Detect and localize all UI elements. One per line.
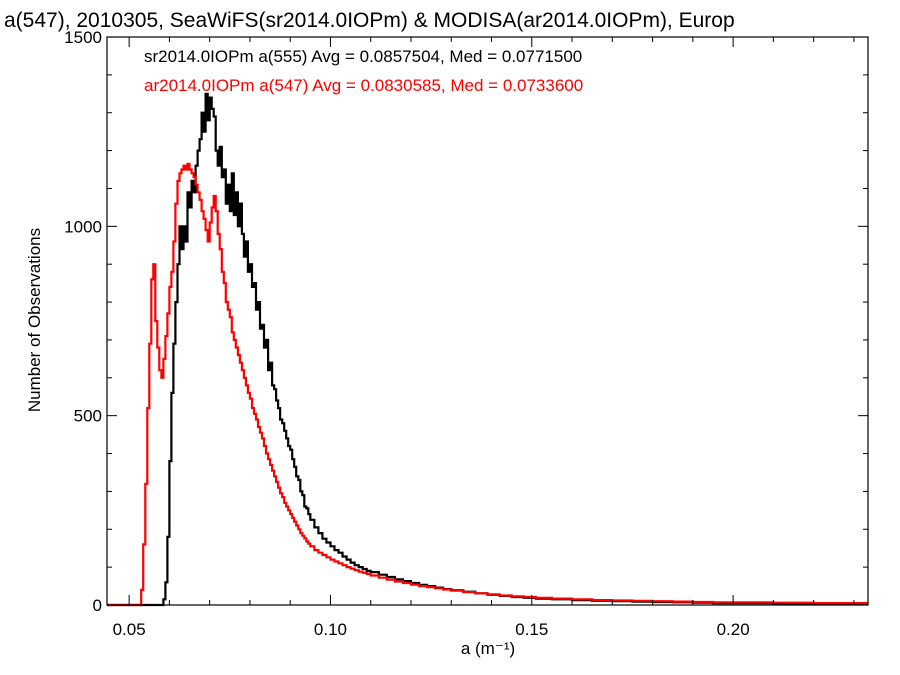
y-tick-label: 1500 xyxy=(64,28,102,47)
y-axis-label: Number of Observations xyxy=(25,228,44,412)
series-line-2 xyxy=(107,162,868,607)
y-tick-label: 500 xyxy=(74,407,102,426)
x-tick-label: 0.10 xyxy=(314,620,347,639)
legend-entry-1: sr2014.0IOPm a(555) Avg = 0.0857504, Med… xyxy=(144,47,582,66)
series-layer xyxy=(107,92,868,607)
x-axis-label: a (m⁻¹) xyxy=(461,639,515,658)
y-tick-label: 1000 xyxy=(64,217,102,236)
legend: sr2014.0IOPm a(555) Avg = 0.0857504, Med… xyxy=(144,47,583,95)
axes-layer: 0.05 0.10 0.15 0.20 0 500 1000 1500 xyxy=(64,28,869,639)
x-tick-label: 0.05 xyxy=(113,620,146,639)
chart-title: a(547), 2010305, SeaWiFS(sr2014.0IOPm) &… xyxy=(4,9,735,32)
x-tick-label: 0.20 xyxy=(717,620,750,639)
x-tick-label: 0.15 xyxy=(515,620,548,639)
y-tick-label: 0 xyxy=(93,596,102,615)
legend-entry-2: ar2014.0IOPm a(547) Avg = 0.0830585, Med… xyxy=(144,76,583,95)
plot-frame xyxy=(106,36,869,606)
